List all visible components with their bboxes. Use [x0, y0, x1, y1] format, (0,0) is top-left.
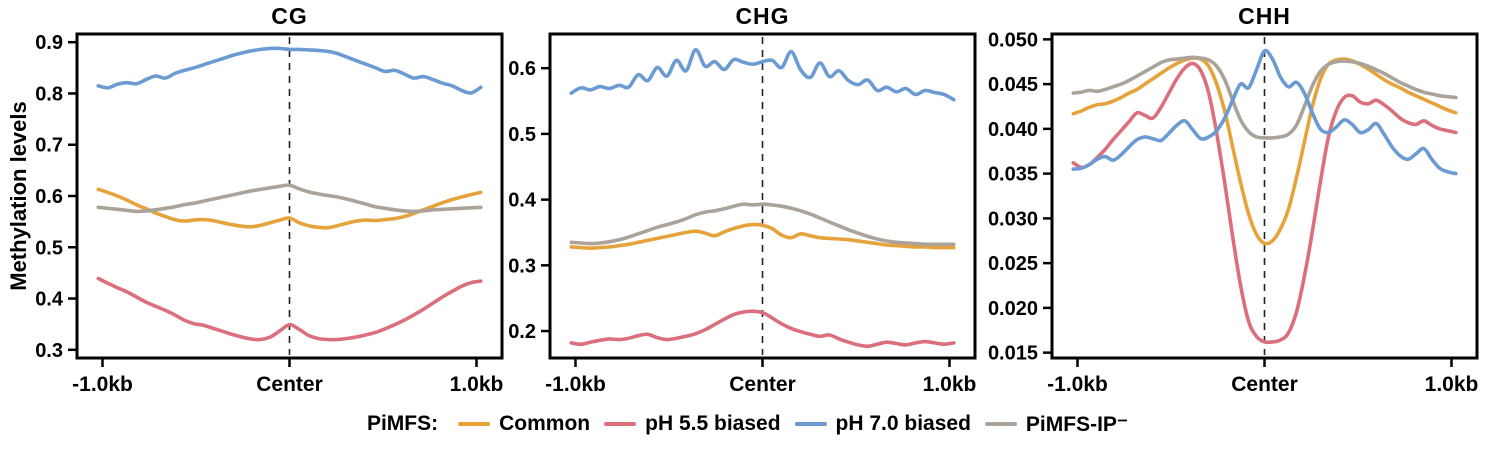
legend-label: PiMFS-IP⁻: [1025, 412, 1129, 436]
legend-line-swatch: [794, 421, 827, 427]
series-line-pimfs-ip-: [96, 183, 483, 214]
legend-label: pH 7.0 biased: [835, 412, 971, 435]
y-tick-label: 0.025: [988, 253, 1038, 275]
y-tick-label: 0.8: [35, 83, 63, 105]
x-tick-label: 1.0kb: [923, 373, 977, 396]
y-axis-label-text: Methylation levels: [6, 101, 32, 291]
plot-box-border: [75, 32, 504, 360]
series-line-pimfs-ip-: [1071, 55, 1458, 140]
plot-box-border: [1050, 32, 1479, 360]
y-tick-label: 0.3: [508, 255, 536, 277]
y-tick-label: 0.050: [988, 29, 1038, 51]
y-tick-label: 0.030: [988, 208, 1038, 230]
y-tick-label: 0.4: [35, 289, 64, 311]
y-tick-label: 0.020: [988, 298, 1038, 320]
y-tick-label: 0.035: [988, 164, 1038, 186]
series-line-common: [1071, 56, 1458, 246]
legend-label: pH 5.5 biased: [645, 412, 781, 435]
legend-label: Common: [499, 412, 591, 435]
panel-title-chg: CHG: [735, 3, 790, 29]
y-tick-label: 0.5: [508, 124, 536, 146]
y-tick-label: 0.9: [35, 32, 63, 54]
plot-box-border: [548, 32, 977, 360]
series-line-ph-5-5-biased: [96, 276, 483, 342]
legend-line-swatch: [458, 421, 491, 427]
series-line-ph-7-0-biased: [1071, 48, 1458, 176]
x-tick-label: 1.0kb: [450, 373, 504, 396]
x-tick-label: Center: [256, 373, 323, 396]
y-tick-label: 0.3: [35, 340, 63, 362]
y-tick-label: 0.045: [988, 74, 1038, 96]
y-tick-label: 0.015: [988, 343, 1038, 365]
legend-item: pH 5.5 biased: [604, 412, 781, 436]
x-tick-label: -1.0kb: [1047, 373, 1108, 396]
x-tick-label: -1.0kb: [545, 373, 606, 396]
y-tick-label: 0.6: [508, 58, 536, 80]
y-tick-label: 0.040: [988, 119, 1038, 141]
legend-item: PiMFS-IP⁻: [984, 412, 1129, 437]
panel-title-chh: CHH: [1238, 3, 1291, 29]
y-axis-label: Methylation levels: [0, 34, 40, 358]
y-tick-label: 0.4: [508, 190, 537, 212]
legend: PiMFS: Common pH 5.5 biased pH 7.0 biased P…: [0, 404, 1495, 444]
panel-title-cg: CG: [271, 3, 308, 29]
x-tick-label: Center: [729, 373, 796, 396]
legend-item: pH 7.0 biased: [794, 412, 971, 436]
x-tick-label: 1.0kb: [1425, 373, 1479, 396]
series-line-ph-7-0-biased: [569, 48, 956, 102]
y-tick-label: 0.7: [35, 135, 63, 157]
y-tick-label: 0.6: [35, 186, 63, 208]
x-tick-label: Center: [1231, 373, 1298, 396]
legend-item: Common: [458, 412, 590, 436]
x-tick-label: -1.0kb: [72, 373, 133, 396]
series-line-ph-5-5-biased: [569, 309, 956, 349]
y-tick-label: 0.2: [508, 321, 536, 343]
legend-line-swatch: [984, 421, 1017, 427]
series-line-pimfs-ip-: [569, 202, 956, 247]
series-line-common: [569, 222, 956, 250]
legend-title: PiMFS:: [366, 412, 439, 435]
y-tick-label: 0.5: [35, 237, 63, 259]
legend-line-swatch: [604, 421, 637, 427]
series-line-ph-7-0-biased: [96, 46, 483, 95]
series-line-ph-5-5-biased: [1071, 61, 1458, 345]
